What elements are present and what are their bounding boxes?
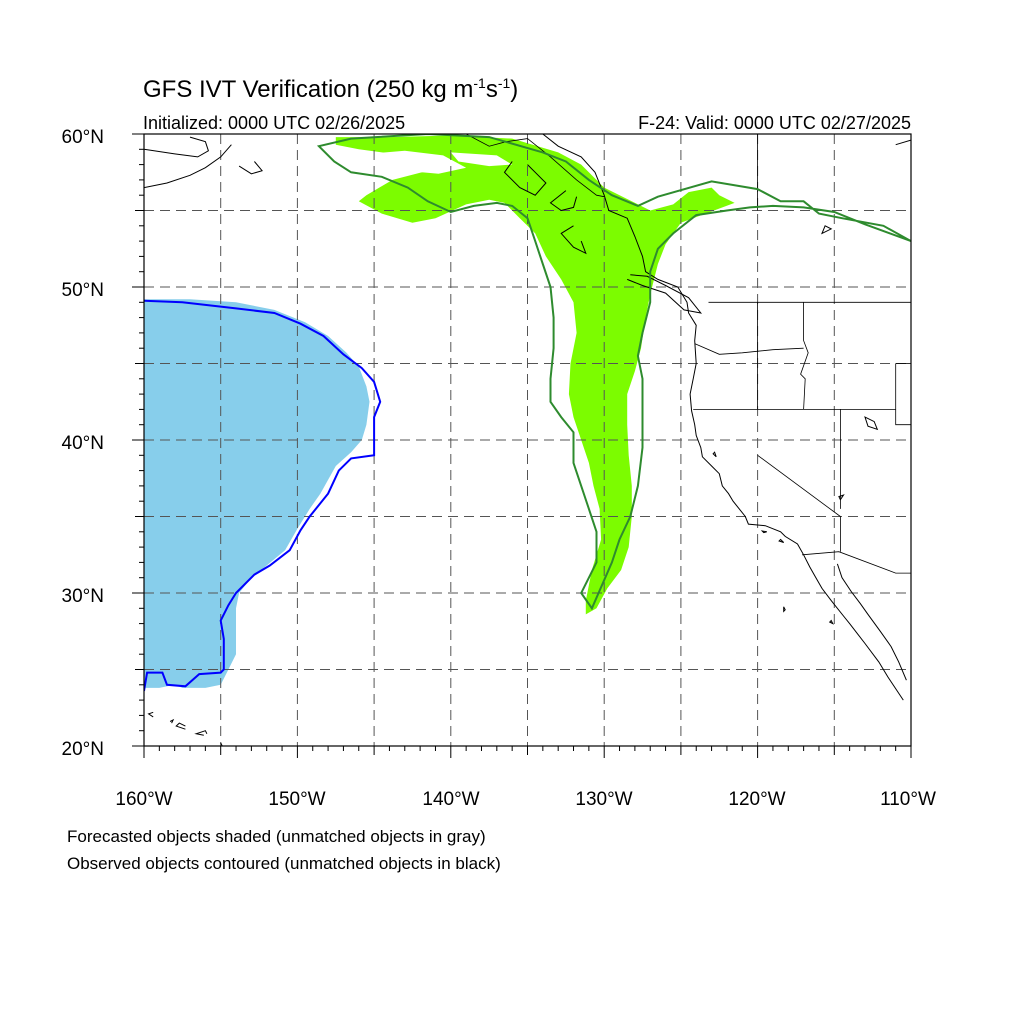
lat-axis-labels: 60°N 50°N 40°N 30°N 20°N <box>62 127 104 760</box>
lat-label-60n: 60°N <box>62 127 104 148</box>
lat-label-40n: 40°N <box>62 433 104 454</box>
lon-label-160w: 160°W <box>115 789 172 810</box>
island-outline <box>778 538 785 543</box>
forecast-gap <box>366 150 467 174</box>
coastline-segment <box>147 711 154 718</box>
coastline-segment <box>169 718 175 724</box>
border-segment <box>895 363 911 426</box>
map-title: GFS IVT Verification (250 kg m-1s-1) <box>143 75 518 103</box>
note-observed: Observed objects contoured (unmatched ob… <box>67 854 501 873</box>
lon-axis-labels: 160°W 150°W 140°W 130°W 120°W 110°W <box>115 789 936 810</box>
political-borders <box>465 134 911 574</box>
border-segment <box>757 454 841 552</box>
forecast-object-green <box>335 135 735 615</box>
coastline-segment <box>194 730 208 736</box>
island-outline <box>828 619 834 625</box>
lon-label-120w: 120°W <box>728 789 785 810</box>
coastline-segment <box>216 742 223 746</box>
note-forecast: Forecasted objects shaded (unmatched obj… <box>67 827 486 846</box>
forecast-object-gaps <box>366 150 513 174</box>
border-segment <box>465 134 605 198</box>
coastline-segment <box>144 144 232 189</box>
forecast-object-blue <box>144 299 370 688</box>
island-outline <box>783 606 786 613</box>
valid-label: F-24: Valid: 0000 UTC 02/27/2025 <box>638 113 911 133</box>
lat-lon-grid <box>144 134 911 746</box>
coastline-segment <box>549 190 578 212</box>
lon-label-110w: 110°W <box>880 789 936 810</box>
lat-label-50n: 50°N <box>62 280 104 301</box>
border-segment <box>802 551 911 574</box>
observed-object-green-contour <box>316 134 911 611</box>
border-segment <box>694 343 804 355</box>
coastline-segment <box>144 136 210 158</box>
island-outline <box>760 530 767 534</box>
coastline-segment <box>238 161 263 175</box>
coastline-segment <box>503 161 547 196</box>
observed-object-blue-contour <box>144 299 382 692</box>
lon-label-140w: 140°W <box>422 789 479 810</box>
lake-outline <box>821 225 833 235</box>
lake-outline <box>864 416 879 431</box>
lake-outline <box>712 451 717 458</box>
border-segment <box>800 302 809 410</box>
forecast-gap <box>450 152 513 167</box>
lon-label-130w: 130°W <box>575 789 632 810</box>
lake-outline <box>838 494 845 501</box>
lon-label-150w: 150°W <box>268 789 325 810</box>
lat-label-20n: 20°N <box>62 739 104 760</box>
map-plot <box>144 134 911 746</box>
lat-label-30n: 30°N <box>62 586 104 607</box>
initialized-label: Initialized: 0000 UTC 02/26/2025 <box>143 113 405 133</box>
coastline-segment <box>836 563 907 681</box>
coastline-segment <box>895 139 911 146</box>
coastline-segment <box>542 134 904 701</box>
coastlines <box>144 134 911 746</box>
axis-ticks <box>132 133 912 758</box>
coastline-segment <box>175 722 186 730</box>
coastline-segment <box>560 225 587 255</box>
